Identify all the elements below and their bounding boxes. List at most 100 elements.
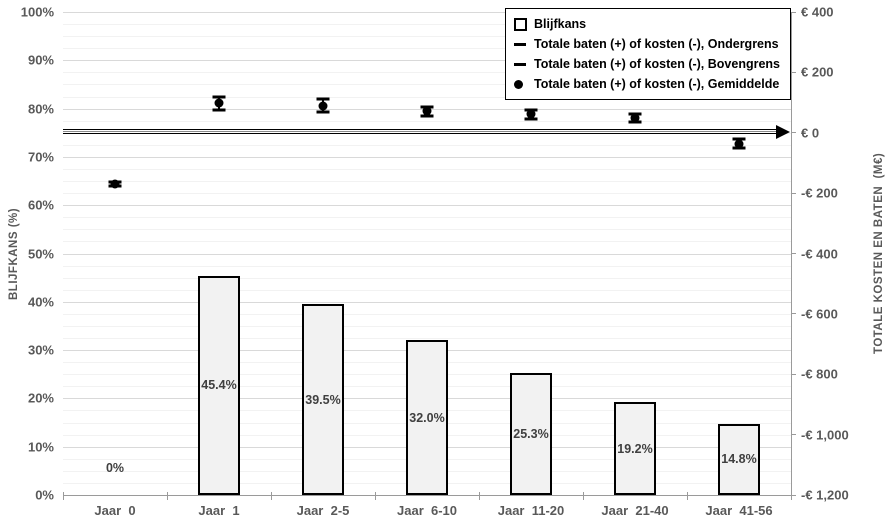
bar-value-label: 25.3% — [513, 426, 549, 441]
right-axis-tick-label: -€ 1,200 — [801, 487, 849, 503]
blijfkans-bar — [302, 304, 344, 495]
bar-value-label: 19.2% — [617, 441, 653, 456]
x-axis-tick — [167, 492, 168, 500]
blijfkans-bar — [510, 372, 552, 495]
legend: Blijfkans Totale baten (+) of kosten (-),… — [505, 8, 791, 100]
right-axis-tick-label: -€ 400 — [801, 246, 838, 261]
major-gridline — [63, 301, 791, 303]
right-axis-tick — [791, 71, 796, 73]
major-gridline — [63, 12, 791, 13]
minor-gridline — [63, 241, 791, 243]
x-axis-tick — [375, 492, 376, 500]
minor-gridline — [63, 217, 791, 219]
left-axis-tick-label: 10% — [27, 439, 54, 455]
left-axis-tick-label: 90% — [27, 52, 54, 68]
minor-gridline — [63, 24, 791, 26]
legend-item: Totale baten (+) of kosten (-), Bovengre… — [514, 54, 780, 74]
minor-gridline — [63, 144, 791, 146]
legend-label: Totale baten (+) of kosten (-), Bovengre… — [534, 57, 780, 71]
minor-gridline — [63, 120, 791, 122]
left-axis-tick-label: 30% — [27, 342, 54, 358]
minor-gridline — [63, 289, 791, 291]
left-axis-tick-label: 100% — [20, 4, 54, 20]
major-gridline — [63, 156, 791, 158]
x-axis-tick — [583, 492, 584, 500]
gemiddelde-point — [214, 98, 224, 108]
minor-gridline — [63, 277, 791, 279]
minor-gridline — [63, 168, 791, 170]
legend-label: Blijfkans — [534, 17, 587, 31]
left-axis-tick-label: 60% — [27, 197, 54, 213]
right-axis-tick-label: -€ 200 — [801, 185, 838, 201]
left-axis-tick-label: 40% — [27, 294, 54, 310]
major-gridline — [63, 205, 791, 207]
x-axis-category-label: Jaar 6-10 — [397, 503, 457, 518]
x-axis-tick — [271, 492, 272, 500]
left-axis-tick-label: 20% — [27, 390, 54, 406]
left-axis-tick-label: 70% — [27, 149, 54, 165]
legend-item: Blijfkans — [514, 14, 780, 34]
x-axis-category-label: Jaar 0 — [94, 503, 136, 518]
bar-value-label: 45.4% — [201, 378, 237, 393]
bar-value-label: 32.0% — [409, 410, 445, 425]
minor-gridline — [63, 96, 791, 98]
right-axis-tick-label: € 200 — [801, 64, 834, 80]
zero-line-arrow-icon — [776, 124, 790, 139]
minor-gridline — [63, 338, 791, 340]
right-axis-tick — [791, 253, 796, 254]
right-axis-tick — [791, 11, 796, 13]
minor-gridline — [63, 265, 791, 267]
right-axis-tick-label: -€ 1,000 — [801, 427, 849, 443]
minor-gridline — [63, 181, 791, 183]
blijfkans-bar — [406, 340, 448, 495]
left-axis-tick-label: 0% — [35, 487, 54, 503]
right-axis-tick-label: € 0 — [801, 125, 820, 141]
gemiddelde-point — [630, 113, 640, 123]
minor-gridline — [63, 313, 791, 315]
right-axis-tick — [791, 434, 796, 436]
errorbar-cap-ondergrens — [420, 114, 434, 118]
errorbar-cap-bovengrens — [316, 97, 330, 101]
minor-gridline — [63, 48, 791, 50]
x-axis-tick — [687, 492, 688, 500]
x-axis-category-label: Jaar 21-40 — [601, 503, 669, 518]
bar-value-label: 14.8% — [721, 452, 757, 467]
minor-gridline — [63, 72, 791, 74]
x-axis-category-label: Jaar 2-5 — [296, 503, 350, 518]
bar-value-label: 0% — [105, 461, 125, 475]
gemiddelde-point — [734, 139, 744, 149]
right-axis-tick — [791, 494, 796, 496]
minor-gridline — [63, 229, 791, 231]
minor-gridline — [63, 325, 791, 327]
zero-reference-line — [63, 129, 776, 135]
right-axis-tick-label: -€ 800 — [801, 366, 838, 382]
blijfkans-bar — [718, 423, 760, 495]
blijfkans-bar — [614, 402, 656, 495]
legend-label: Totale baten (+) of kosten (-), Gemiddel… — [534, 77, 780, 91]
right-axis-tick — [791, 313, 796, 315]
x-axis-category-label: Jaar 1 — [198, 503, 240, 518]
errorbar-cap-ondergrens — [212, 108, 226, 112]
major-gridline — [63, 60, 791, 62]
errorbar-cap-ondergrens — [524, 117, 538, 121]
x-axis-tick — [63, 492, 64, 500]
errorbar-cap-bovengrens — [732, 137, 746, 141]
x-axis-category-label: Jaar 11-20 — [497, 503, 565, 518]
legend-item: Totale baten (+) of kosten (-), Ondergre… — [514, 34, 780, 54]
right-axis-tick-label: € 400 — [801, 4, 834, 20]
dash-marker-icon — [514, 62, 534, 66]
bar-value-label: 39.5% — [305, 392, 341, 407]
dash-marker-icon — [514, 42, 534, 46]
major-gridline — [63, 253, 791, 255]
gemiddelde-point — [422, 106, 432, 116]
right-axis-tick — [791, 192, 796, 194]
minor-gridline — [63, 193, 791, 195]
x-axis-tick — [791, 492, 792, 500]
minor-gridline — [63, 84, 791, 86]
x-axis-line — [63, 495, 792, 496]
gemiddelde-point — [110, 179, 120, 189]
minor-gridline — [63, 36, 791, 38]
blijfkans-bar — [198, 275, 240, 495]
gemiddelde-point — [318, 101, 328, 111]
